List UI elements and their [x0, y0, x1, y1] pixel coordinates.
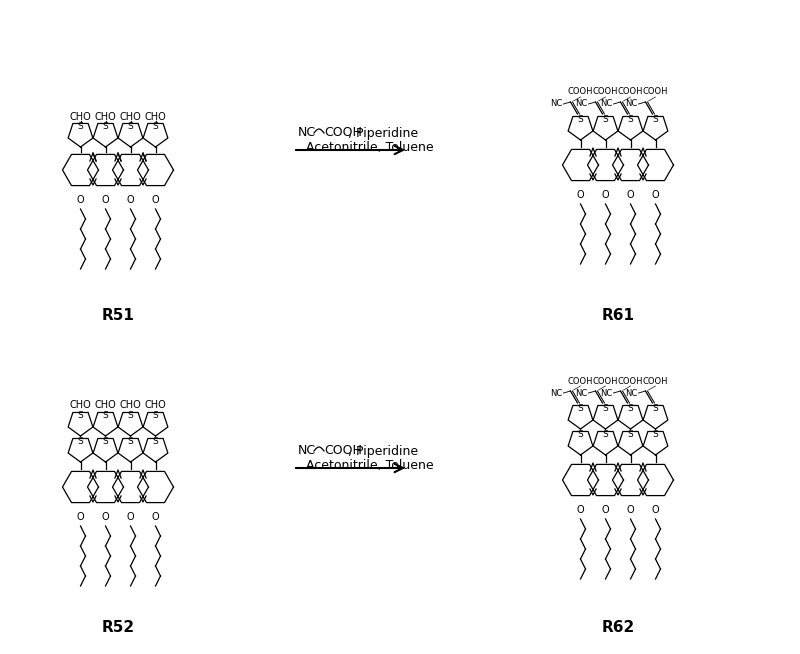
Polygon shape	[87, 154, 123, 186]
Text: S: S	[628, 404, 634, 413]
Text: O: O	[577, 505, 584, 515]
Text: S: S	[102, 411, 108, 421]
Text: COOH: COOH	[593, 88, 618, 97]
Text: O: O	[77, 195, 84, 205]
Text: CHO: CHO	[70, 112, 91, 122]
Polygon shape	[587, 464, 623, 496]
Text: S: S	[153, 438, 158, 446]
Polygon shape	[562, 464, 598, 496]
Text: R62: R62	[602, 621, 634, 636]
Polygon shape	[62, 154, 98, 186]
Text: NC: NC	[626, 388, 638, 398]
Text: CHO: CHO	[120, 112, 142, 122]
Text: R51: R51	[102, 309, 134, 324]
Polygon shape	[562, 149, 598, 181]
Text: S: S	[628, 115, 634, 124]
Text: O: O	[577, 190, 584, 200]
Text: NC: NC	[575, 388, 588, 398]
Text: CHO: CHO	[94, 400, 116, 410]
Text: COOH: COOH	[593, 377, 618, 385]
Polygon shape	[613, 149, 649, 181]
Text: COOH: COOH	[618, 377, 643, 385]
Text: COOH: COOH	[324, 126, 362, 139]
Polygon shape	[613, 464, 649, 496]
Polygon shape	[638, 464, 674, 496]
Text: S: S	[653, 115, 658, 124]
Text: S: S	[578, 115, 583, 124]
Text: O: O	[652, 505, 659, 515]
Text: O: O	[77, 512, 84, 522]
Text: O: O	[152, 512, 159, 522]
Text: COOH: COOH	[618, 88, 643, 97]
Text: CHO: CHO	[145, 400, 166, 410]
Text: O: O	[602, 190, 610, 200]
Text: COOH: COOH	[642, 88, 668, 97]
Polygon shape	[638, 149, 674, 181]
Text: R52: R52	[102, 621, 134, 636]
Text: S: S	[78, 411, 83, 421]
Text: NC: NC	[600, 388, 613, 398]
Text: NC: NC	[550, 99, 562, 109]
Text: COOH: COOH	[568, 88, 594, 97]
Text: S: S	[78, 122, 83, 131]
Polygon shape	[62, 472, 98, 502]
Text: CHO: CHO	[70, 400, 91, 410]
Text: S: S	[102, 122, 108, 131]
Text: CHO: CHO	[120, 400, 142, 410]
Text: COOH: COOH	[642, 377, 668, 385]
Text: O: O	[102, 512, 110, 522]
Text: CHO: CHO	[145, 112, 166, 122]
Text: , Piperidine: , Piperidine	[348, 445, 418, 458]
Text: NC: NC	[575, 99, 588, 109]
Text: Acetonitrile, Toluene: Acetonitrile, Toluene	[306, 460, 434, 472]
Text: S: S	[602, 115, 608, 124]
Text: S: S	[128, 411, 134, 421]
Polygon shape	[138, 154, 174, 186]
Text: COOH: COOH	[324, 445, 362, 458]
Text: O: O	[102, 195, 110, 205]
Text: S: S	[128, 438, 134, 446]
Text: S: S	[153, 411, 158, 421]
Text: S: S	[628, 430, 634, 439]
Text: COOH: COOH	[568, 377, 594, 385]
Text: NC: NC	[600, 99, 613, 109]
Text: S: S	[653, 430, 658, 439]
Text: S: S	[128, 122, 134, 131]
Text: CHO: CHO	[94, 112, 116, 122]
Text: S: S	[153, 122, 158, 131]
Text: O: O	[626, 190, 634, 200]
Text: O: O	[152, 195, 159, 205]
Text: O: O	[652, 190, 659, 200]
Text: NC: NC	[298, 445, 316, 458]
Text: O: O	[602, 505, 610, 515]
Text: O: O	[126, 512, 134, 522]
Text: S: S	[102, 438, 108, 446]
Text: S: S	[578, 430, 583, 439]
Text: O: O	[626, 505, 634, 515]
Text: , Piperidine: , Piperidine	[348, 126, 418, 139]
Polygon shape	[587, 149, 623, 181]
Text: Acetonitrile, Toluene: Acetonitrile, Toluene	[306, 141, 434, 154]
Text: S: S	[602, 430, 608, 439]
Text: NC: NC	[298, 126, 316, 139]
Text: S: S	[578, 404, 583, 413]
Text: S: S	[653, 404, 658, 413]
Text: R61: R61	[602, 309, 634, 324]
Polygon shape	[113, 154, 149, 186]
Polygon shape	[87, 472, 123, 502]
Text: NC: NC	[626, 99, 638, 109]
Polygon shape	[138, 472, 174, 502]
Text: S: S	[602, 404, 608, 413]
Text: S: S	[78, 438, 83, 446]
Text: NC: NC	[550, 388, 562, 398]
Polygon shape	[113, 472, 149, 502]
Text: O: O	[126, 195, 134, 205]
